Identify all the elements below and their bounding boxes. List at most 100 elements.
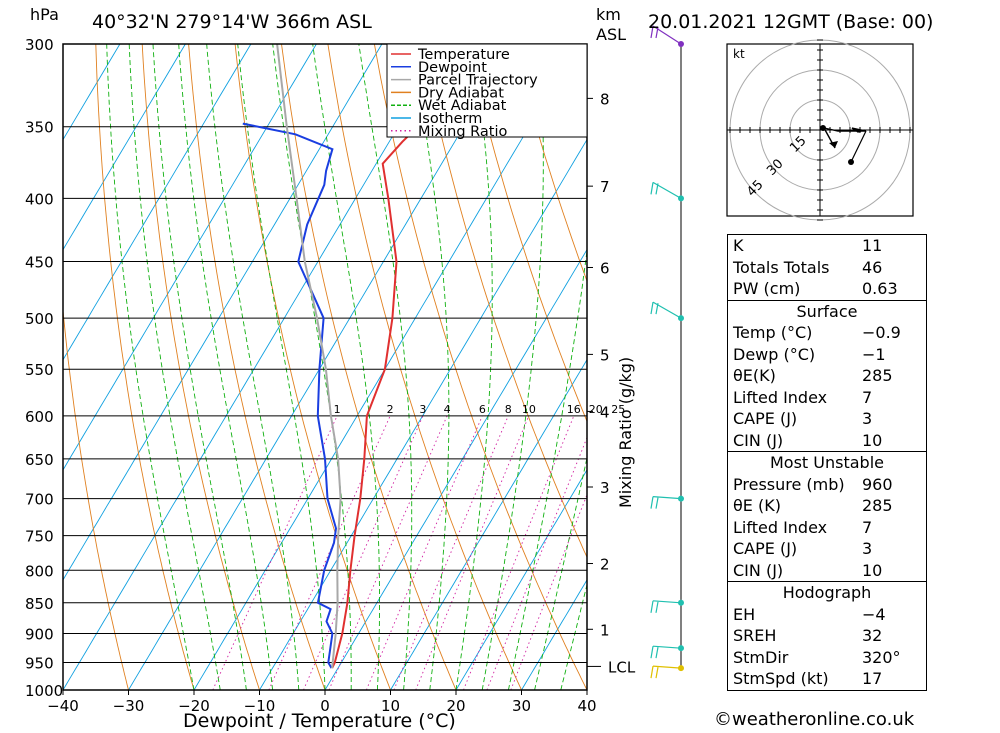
legend-entry: Parcel Trajectory: [418, 73, 538, 89]
dry-adiabat-line: [373, 44, 587, 690]
wind-barb-flag: [655, 302, 659, 315]
surface-value: 3: [862, 409, 873, 428]
y-tick-label: 950: [25, 654, 54, 672]
surface-title: Surface: [796, 301, 858, 321]
surface-row: Lifted Index 7: [728, 387, 926, 409]
hodograph-stat-value: 17: [862, 669, 883, 688]
surface-label: θE(K): [733, 366, 776, 385]
wind-barb-flag: [655, 497, 659, 509]
hodograph-stat-value: −4: [862, 604, 886, 624]
most-unstable-row: CIN (J) 10: [728, 560, 926, 582]
wet-adiabat-line: [507, 247, 587, 690]
isotherm-line: [63, 44, 252, 361]
km-tick-label: 8: [600, 90, 610, 108]
wind-barb-flag: [650, 496, 654, 509]
mixing-ratio-label: 1: [334, 403, 341, 416]
surface-value: −0.9: [862, 323, 901, 342]
x-tick-label: −40: [47, 697, 79, 715]
wet-adiabat-line: [106, 44, 195, 690]
pw-row: PW (cm) 0.63: [728, 278, 926, 300]
most-unstable-value: 7: [862, 517, 873, 537]
lcl-label: LCL: [608, 658, 636, 676]
surface-label: Lifted Index: [733, 387, 828, 407]
datetime-title: 20.01.2021 12GMT (Base: 00): [648, 11, 933, 33]
surface-value: 10: [862, 430, 883, 450]
y-tick-label: 900: [25, 625, 54, 643]
mixing-ratio-line: [486, 436, 587, 690]
isotherm-line: [324, 248, 587, 690]
chart-grid: [63, 44, 1000, 690]
km-tick-label: 3: [600, 479, 610, 497]
isotherm-line: [63, 44, 448, 690]
y-tick-label: 600: [25, 408, 54, 426]
tt-value: 46: [862, 257, 883, 277]
wet-adiabat-line: [272, 44, 352, 690]
y-tick-label: 800: [25, 562, 54, 580]
k-index-row: K 11: [728, 235, 926, 257]
hodograph-stat-label: SREH: [733, 626, 777, 645]
mixing-ratio-line: [463, 415, 575, 690]
mixing-ratio-line: [303, 415, 424, 690]
x-tick-label: −20: [178, 697, 210, 715]
x-axis-title: Dewpoint / Temperature (°C): [183, 710, 456, 732]
mixing-ratio-line: [415, 415, 530, 690]
hodograph-trace: [823, 127, 867, 133]
isotherm-line: [63, 44, 186, 251]
mixing-ratio-label: 3: [419, 403, 426, 416]
isotherm-line: [521, 579, 587, 690]
most-unstable-row: Pressure (mb) 960: [728, 474, 926, 496]
most-unstable-box: Most Unstable Pressure (mb) 960 θE (K) 285 L…: [727, 452, 927, 582]
surface-box: Surface Temp (°C) −0.9 Dewp (°C) −1 θE(K) 285…: [727, 300, 927, 452]
most-unstable-row: θE (K) 285: [728, 495, 926, 517]
x-tick-label: 20: [446, 697, 465, 715]
y-tick-label: 350: [25, 119, 54, 137]
x-tick-label: −10: [244, 697, 276, 715]
x-tick-label: 0: [320, 697, 330, 715]
hodograph-storm-point: [848, 159, 854, 165]
most-unstable-value: 960: [862, 474, 893, 494]
isotherm-line: [259, 138, 587, 690]
hpa-axis-label: hPa: [30, 5, 59, 24]
indices-box: K 11 Totals Totals 46 PW (cm) 0.63: [727, 234, 927, 301]
km-tick-label: 6: [600, 259, 610, 277]
tt-label: Totals Totals: [733, 257, 830, 277]
most-unstable-label: CAPE (J): [733, 539, 798, 558]
surface-row: Temp (°C) −0.9: [728, 322, 926, 344]
wind-barb: [652, 496, 682, 500]
dry-adiabat-line: [466, 44, 587, 423]
km-tick-label: 1: [600, 621, 610, 639]
hodograph-stat-row: StmDir 320°: [728, 647, 926, 669]
mixing-ratio-label: 2: [387, 403, 394, 416]
pw-label: PW (cm): [733, 279, 801, 298]
mixing-ratio-line: [212, 415, 338, 690]
x-tick-label: 10: [381, 697, 400, 715]
surface-label: CIN (J): [733, 430, 784, 450]
legend-entry: Dry Adiabat: [418, 85, 504, 101]
wet-adiabat-line: [560, 582, 587, 690]
most-unstable-title: Most Unstable: [770, 453, 884, 472]
most-unstable-value: 285: [862, 496, 893, 515]
mixing-ratio-label: 8: [505, 403, 512, 416]
hodograph-stat-row: EH −4: [728, 604, 926, 626]
wind-barb-flag: [650, 600, 654, 613]
legend-box: [386, 43, 588, 138]
hodograph-segment: [850, 130, 867, 163]
y-tick-label: 450: [25, 254, 54, 272]
mixing-ratio-axis-title: Mixing Ratio (g/kg): [616, 357, 635, 508]
legend-entry: Mixing Ratio: [418, 124, 508, 140]
wind-barb-flag: [655, 26, 659, 39]
isotherm-line: [63, 44, 121, 141]
y-tick-label: 300: [25, 36, 54, 54]
mixing-ratio-label: 16: [567, 403, 581, 416]
km-tick-label: 5: [600, 346, 610, 364]
chart-axes: 3003504004505005506006507007508008509009…: [25, 36, 636, 715]
wind-barb: [652, 600, 682, 604]
x-tick-label: −30: [113, 697, 145, 715]
dry-adiabat-line: [978, 44, 1000, 690]
k-value: 11: [862, 236, 883, 255]
dry-adiabat-line: [188, 44, 326, 690]
credit-footer: ©weatheronline.co.uk: [714, 709, 915, 730]
y-tick-label: 750: [25, 528, 54, 546]
surface-label: CAPE (J): [733, 409, 798, 428]
